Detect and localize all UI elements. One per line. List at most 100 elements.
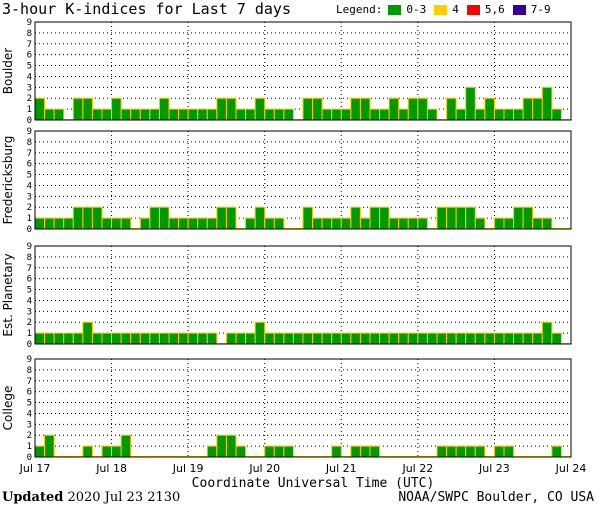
- k-index-bar: [283, 108, 294, 121]
- y-tick-label: 8: [27, 253, 32, 263]
- x-tick-label: Jul 17: [19, 462, 51, 475]
- y-tick-label: 4: [27, 296, 32, 306]
- y-tick-label: 0: [27, 340, 32, 350]
- k-index-bar: [101, 445, 113, 458]
- k-index-bar: [312, 97, 323, 121]
- k-index-bar: [235, 445, 247, 458]
- k-index-bar: [168, 332, 180, 345]
- k-index-bar: [513, 108, 524, 121]
- k-index-bar: [149, 108, 160, 121]
- y-tick-label: 1: [27, 105, 32, 115]
- k-index-bar: [139, 332, 151, 345]
- k-index-bar: [206, 108, 218, 121]
- source-credit: NOAA/SWPC Boulder, CO USA: [398, 490, 594, 505]
- k-index-bar: [101, 332, 113, 345]
- k-index-bar: [465, 445, 476, 458]
- k-index-bar: [168, 217, 180, 230]
- k-index-bar: [206, 217, 218, 230]
- k-index-bar: [321, 108, 333, 121]
- k-index-bar: [484, 332, 495, 345]
- k-index-bar: [34, 217, 46, 230]
- k-index-bar: [139, 217, 151, 230]
- k-index-bar: [465, 332, 476, 345]
- k-index-bar: [225, 206, 237, 230]
- k-index-bar: [283, 445, 294, 458]
- k-index-bar: [63, 217, 74, 230]
- y-tick-label: 7: [27, 40, 32, 50]
- k-index-bar: [273, 217, 285, 230]
- k-index-bar: [302, 332, 314, 345]
- y-tick-label: 0: [27, 453, 32, 463]
- panel-label: Est. Planetary: [1, 253, 15, 336]
- k-index-bar: [91, 206, 103, 230]
- panel-label: College: [1, 386, 15, 431]
- k-index-bar: [235, 108, 247, 121]
- k-index-bar: [331, 108, 342, 121]
- k-index-bar: [264, 108, 275, 121]
- y-tick-label: 7: [27, 149, 32, 159]
- k-index-bar: [111, 332, 122, 345]
- k-index-bar: [350, 97, 361, 121]
- legend-item-0-3: 0-3: [388, 3, 426, 16]
- k-index-bar: [522, 332, 534, 345]
- k-index-bar: [340, 108, 352, 121]
- k-index-bar: [350, 445, 361, 458]
- k-index-bar: [321, 332, 333, 345]
- k-index-bar: [91, 332, 103, 345]
- legend: Legend: 0-3 4 5,6 7-9: [336, 3, 559, 16]
- k-index-bar: [398, 217, 409, 230]
- k-index-bar: [321, 217, 333, 230]
- y-tick-label: 9: [27, 127, 32, 137]
- k-index-bar: [53, 332, 65, 345]
- k-index-bar: [63, 332, 74, 345]
- y-tick-label: 2: [27, 94, 32, 104]
- k-index-bar: [551, 445, 562, 458]
- panel-frame: [34, 21, 572, 121]
- k-index-bar: [302, 206, 314, 230]
- k-index-bar: [436, 445, 448, 458]
- k-index-bar: [91, 108, 103, 121]
- legend-swatch-green: [388, 4, 402, 15]
- k-index-bar: [407, 217, 419, 230]
- k-index-bar: [331, 332, 342, 345]
- k-index-bar: [34, 97, 46, 121]
- k-index-bar: [379, 108, 390, 121]
- k-index-bar: [446, 97, 457, 121]
- updated-timestamp: Updated 2020 Jul 23 2130: [2, 490, 180, 505]
- y-tick-label: 8: [27, 29, 32, 39]
- k-index-bar: [474, 217, 486, 230]
- k-index-bar: [82, 97, 93, 121]
- x-tick-label: Jul 19: [172, 462, 204, 475]
- k-index-bar: [53, 217, 65, 230]
- k-index-bar: [455, 108, 467, 121]
- k-index-bar: [474, 332, 486, 345]
- k-index-bar: [158, 332, 170, 345]
- k-index-bar: [82, 206, 93, 230]
- k-index-bar: [264, 217, 275, 230]
- k-index-bar: [273, 108, 285, 121]
- k-index-bar: [359, 445, 371, 458]
- k-index-bar: [187, 332, 199, 345]
- legend-swatch-purple: [512, 4, 526, 15]
- legend-text-0-3: 0-3: [406, 3, 427, 16]
- y-tick-label: 8: [27, 366, 32, 376]
- k-index-bar: [206, 445, 218, 458]
- k-index-bar: [82, 321, 93, 345]
- y-tick-label: 5: [27, 62, 32, 72]
- k-index-bar: [187, 217, 199, 230]
- k-index-bar: [225, 97, 237, 121]
- k-index-bar: [225, 332, 237, 345]
- k-index-bar: [369, 108, 381, 121]
- k-index-bar: [273, 445, 285, 458]
- panel-frame: [34, 358, 572, 458]
- y-tick-label: 9: [27, 18, 32, 28]
- updated-value: 2020 Jul 23 2130: [67, 490, 181, 505]
- y-tick-label: 2: [27, 203, 32, 213]
- k-index-bar: [359, 97, 371, 121]
- k-index-bar: [417, 97, 428, 121]
- legend-swatch-yellow: [434, 4, 448, 15]
- y-tick-label: 5: [27, 399, 32, 409]
- y-tick-label: 2: [27, 318, 32, 328]
- k-index-bar: [350, 206, 361, 230]
- x-tick-label: Jul 23: [478, 462, 510, 475]
